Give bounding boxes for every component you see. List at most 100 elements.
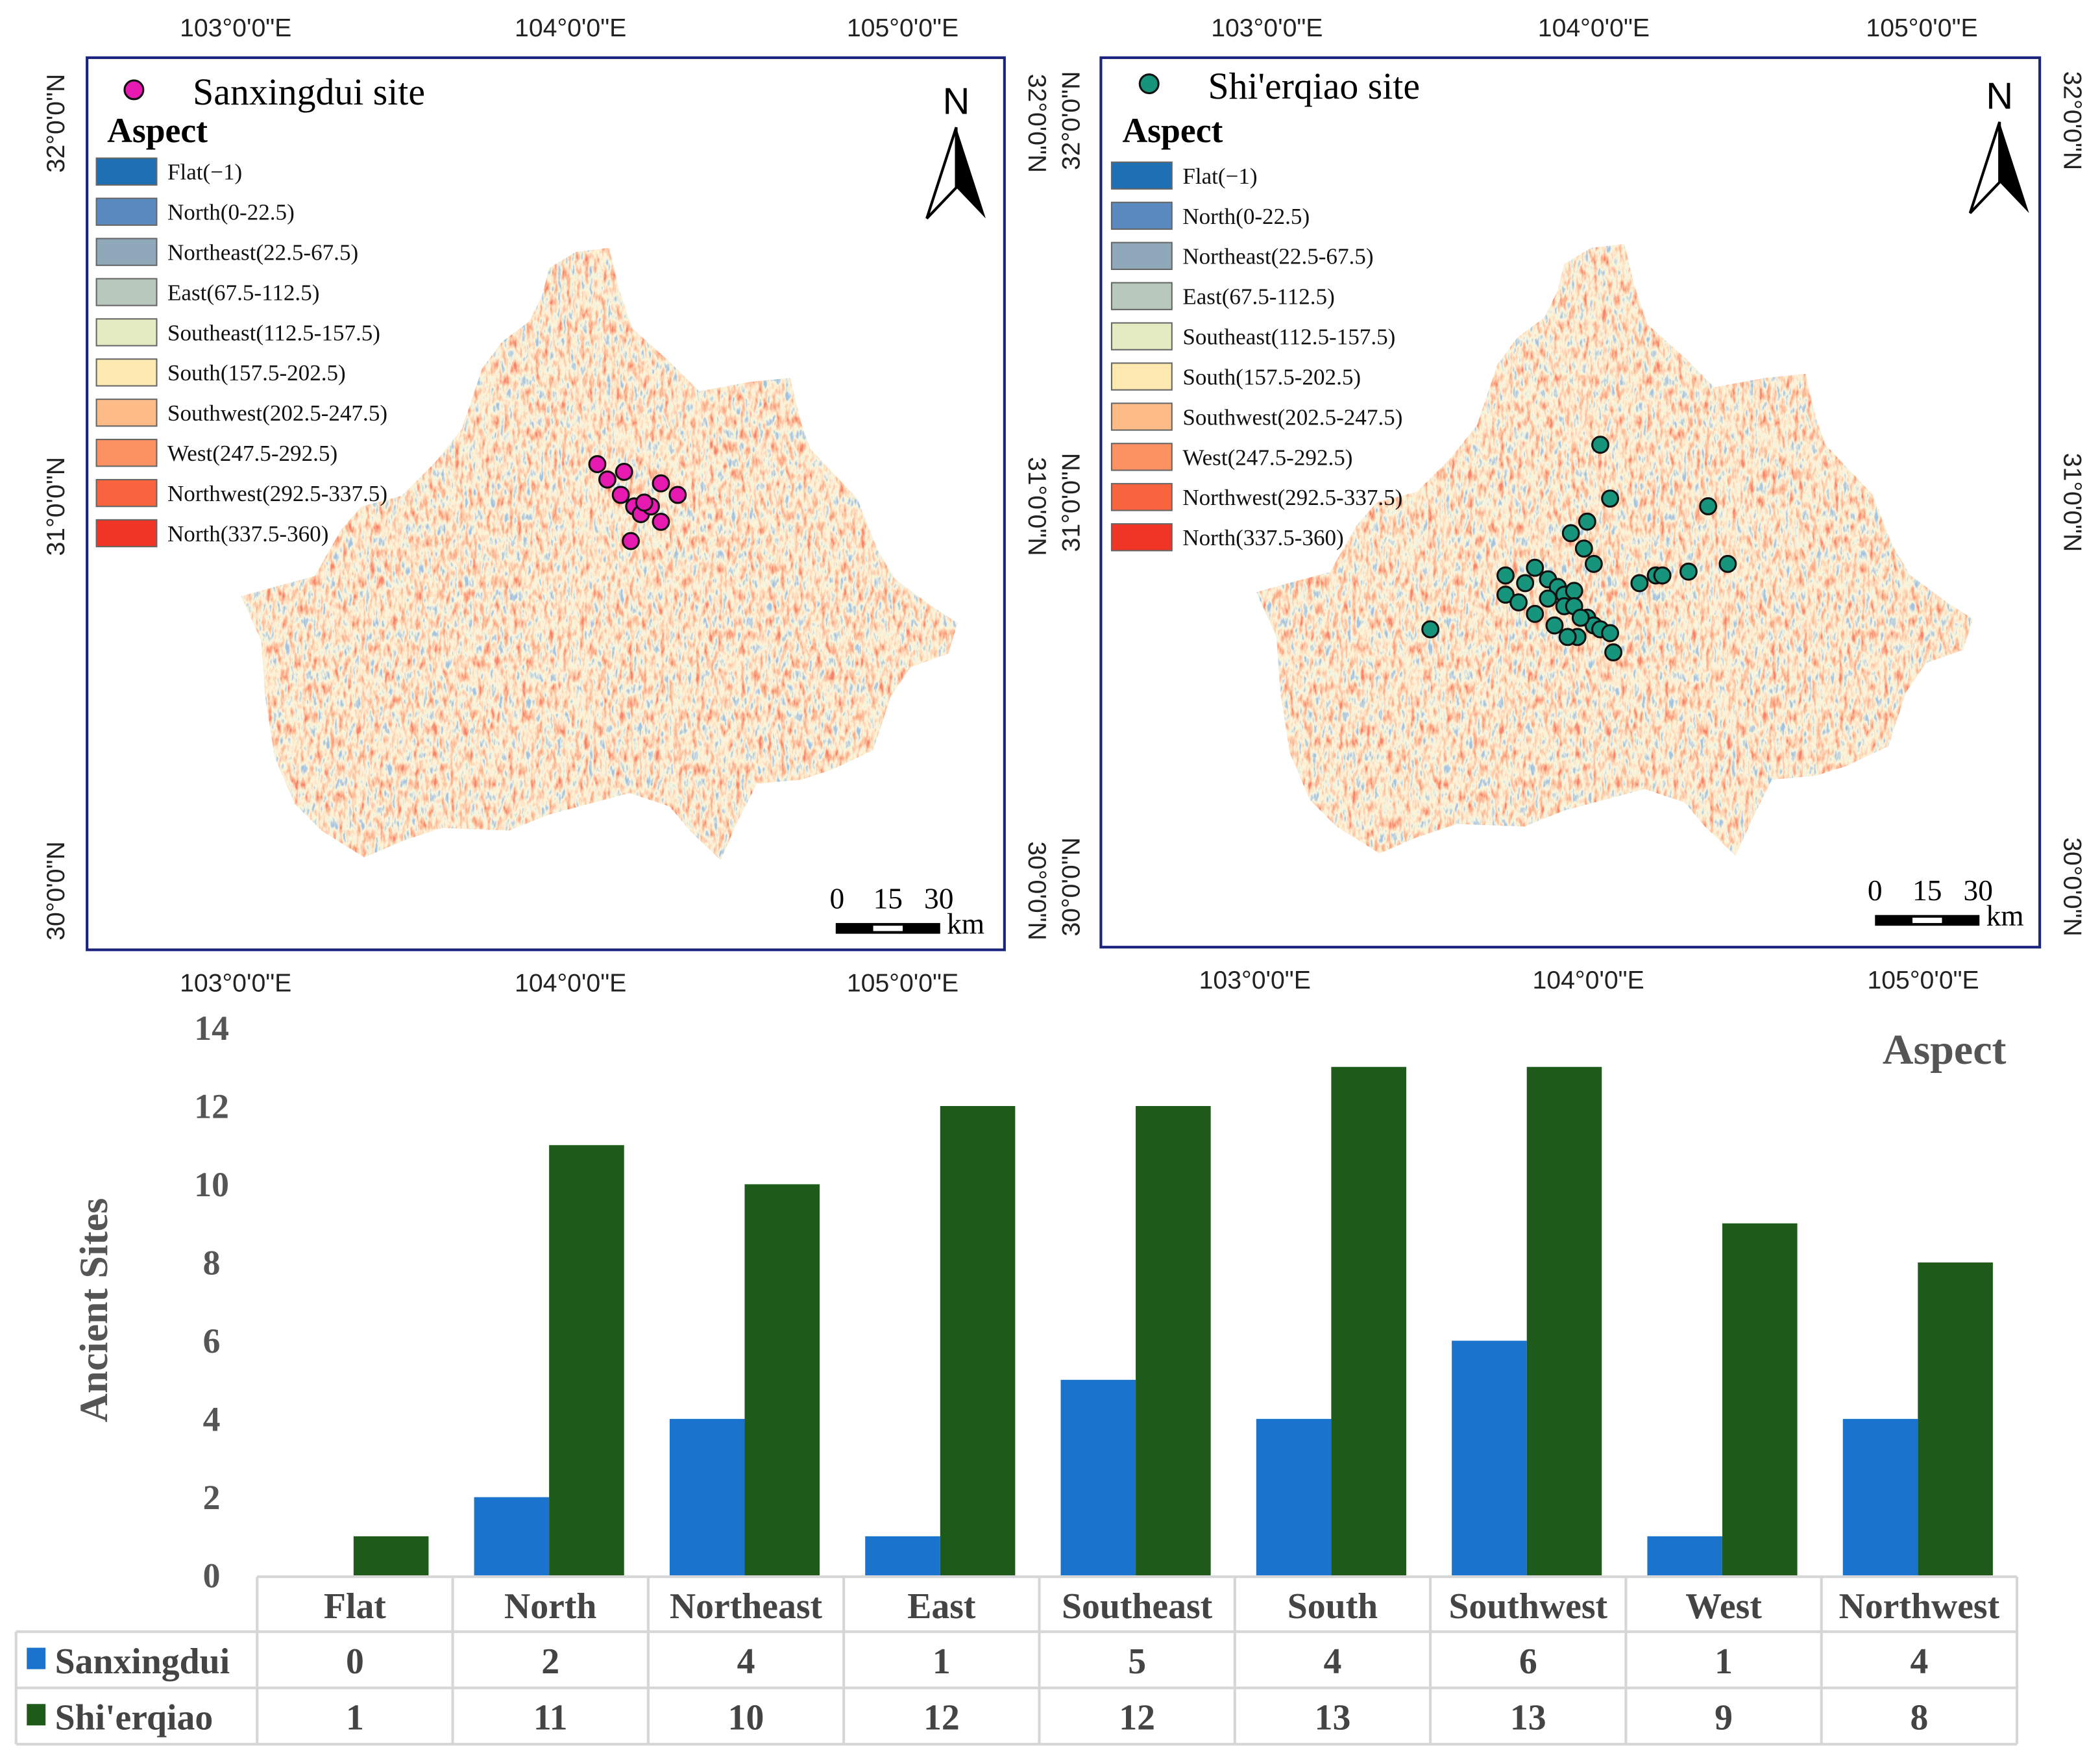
legend-swatch — [27, 1704, 46, 1726]
site-markers — [1421, 436, 1737, 661]
legend-swatch — [95, 197, 158, 226]
lon-tick: 103°0'0"E — [1199, 966, 1311, 994]
legend-label: Southeast(112.5-157.5) — [167, 320, 380, 345]
legend-label: Northeast(22.5-67.5) — [1182, 244, 1373, 269]
lat-tick: 31°0'0"N — [2058, 453, 2086, 552]
bar-sanxingdui-south — [1256, 1419, 1332, 1576]
site-marker — [1516, 574, 1535, 593]
site-marker — [598, 470, 617, 489]
legend-label: South(157.5-202.5) — [167, 360, 346, 386]
site-marker — [1496, 585, 1515, 604]
site-marker — [1699, 497, 1718, 515]
legend-label: Southeast(112.5-157.5) — [1182, 325, 1395, 350]
y-tick-label: 2 — [203, 1478, 221, 1517]
legend-swatch — [1110, 201, 1173, 230]
site-marker — [588, 455, 607, 474]
legend-swatch — [95, 318, 158, 347]
legend-label: North(0-22.5) — [167, 200, 295, 225]
y-ticks: 0 2 4 6 8 10 12 14 — [194, 1009, 229, 1595]
legend-swatch — [95, 157, 158, 186]
bar-shierqiao-south — [1331, 1066, 1406, 1576]
bar-shierqiao-east — [940, 1105, 1016, 1576]
lon-tick: 104°0'0"E — [515, 969, 626, 997]
site-marker — [635, 493, 653, 512]
y-tick-label: 8 — [203, 1244, 221, 1283]
legend-label: West(247.5-292.5) — [1182, 445, 1352, 470]
lon-tick: 103°0'0"E — [180, 14, 291, 42]
data-table: Flat 0 1 North 2 11 Northeast 4 10 East 1 12 Southea… — [14, 1575, 2019, 1746]
site-marker — [611, 486, 630, 504]
site-markers — [588, 455, 687, 550]
site-marker — [1601, 624, 1620, 643]
table-value: 13 — [1510, 1697, 1546, 1738]
lon-tick: 103°0'0"E — [180, 969, 291, 997]
site-marker — [652, 513, 670, 531]
lon-tick: 103°0'0"E — [1211, 14, 1323, 42]
table-value: 0 — [346, 1642, 364, 1682]
svg-text:30: 30 — [1964, 874, 1993, 907]
category-label: Flat — [324, 1586, 386, 1627]
legend-label: Northeast(22.5-67.5) — [167, 240, 358, 265]
legend-label: North(0-22.5) — [1182, 204, 1310, 229]
category-label: Southeast — [1062, 1586, 1213, 1627]
lat-tick: 30°0'0"N — [1057, 837, 1085, 937]
table-value: 12 — [923, 1697, 960, 1738]
lon-tick: 104°0'0"E — [1533, 966, 1644, 994]
legend-site-title: Sanxingdui site — [193, 72, 425, 113]
site-marker — [1630, 574, 1649, 593]
bar-shierqiao-north — [549, 1145, 624, 1576]
site-marker — [1561, 524, 1580, 543]
bar-shierqiao-northeast — [744, 1184, 820, 1576]
bar-sanxingdui-northwest — [1842, 1419, 1918, 1576]
site-marker — [1509, 593, 1528, 611]
site-marker — [1574, 539, 1593, 558]
table-value: 1 — [1715, 1642, 1733, 1682]
category-label: Northeast — [670, 1586, 823, 1627]
lat-tick: 32°0'0"N — [1023, 74, 1051, 173]
site-marker — [1545, 616, 1564, 635]
legend-swatch — [95, 238, 158, 266]
legend-label: Northwest(292.5-337.5) — [1182, 485, 1402, 510]
scale-bar: 0 15 30 km — [1868, 874, 2024, 932]
site-marker — [615, 463, 633, 481]
lon-tick: 104°0'0"E — [515, 14, 626, 42]
table-value: 11 — [533, 1697, 568, 1738]
legend-label: Northwest(292.5-337.5) — [167, 481, 387, 506]
bar-sanxingdui-west — [1647, 1536, 1723, 1576]
legend-swatch — [1110, 483, 1173, 511]
legend-swatch — [1110, 362, 1173, 391]
bar-shierqiao-northwest — [1918, 1262, 1993, 1576]
map-shierqiao: 103°0'0"E 104°0'0"E 105°0'0"E 103°0'0"E … — [1057, 14, 2086, 994]
svg-text:N: N — [943, 81, 970, 123]
legend-label: East(67.5-112.5) — [167, 280, 319, 305]
table-value: 5 — [1128, 1642, 1146, 1682]
legend-title: Aspect — [1122, 111, 1223, 150]
table-value: 6 — [1519, 1642, 1537, 1682]
y-axis-label: Ancient Sites — [72, 1198, 116, 1423]
site-marker — [1539, 589, 1557, 608]
legend-swatch — [27, 1647, 46, 1669]
series-name: Sanxingdui — [55, 1642, 230, 1682]
site-marker — [1526, 604, 1544, 623]
bar-sanxingdui-southeast — [1060, 1379, 1136, 1576]
category-label: Northwest — [1839, 1586, 2000, 1627]
lon-tick: 104°0'0"E — [1538, 14, 1650, 42]
svg-text:15: 15 — [1912, 874, 1942, 907]
lat-tick: 30°0'0"N — [42, 841, 70, 941]
bar-shierqiao-southwest — [1526, 1066, 1602, 1576]
site-marker — [1718, 554, 1737, 573]
category-label: West — [1685, 1586, 1762, 1627]
svg-text:0: 0 — [1868, 874, 1883, 907]
legend-swatch — [1110, 282, 1173, 310]
bar-sanxingdui-north — [474, 1497, 550, 1576]
y-tick-label: 12 — [194, 1087, 229, 1126]
scale-bar: 0 15 30 km — [830, 882, 985, 940]
legend-site-marker — [1138, 73, 1160, 95]
legend-label: Southwest(202.5-247.5) — [1182, 404, 1402, 430]
site-marker — [1526, 558, 1544, 577]
table-value: 13 — [1315, 1697, 1351, 1738]
bar-shierqiao-southeast — [1136, 1105, 1211, 1576]
legend-swatch — [1110, 322, 1173, 351]
